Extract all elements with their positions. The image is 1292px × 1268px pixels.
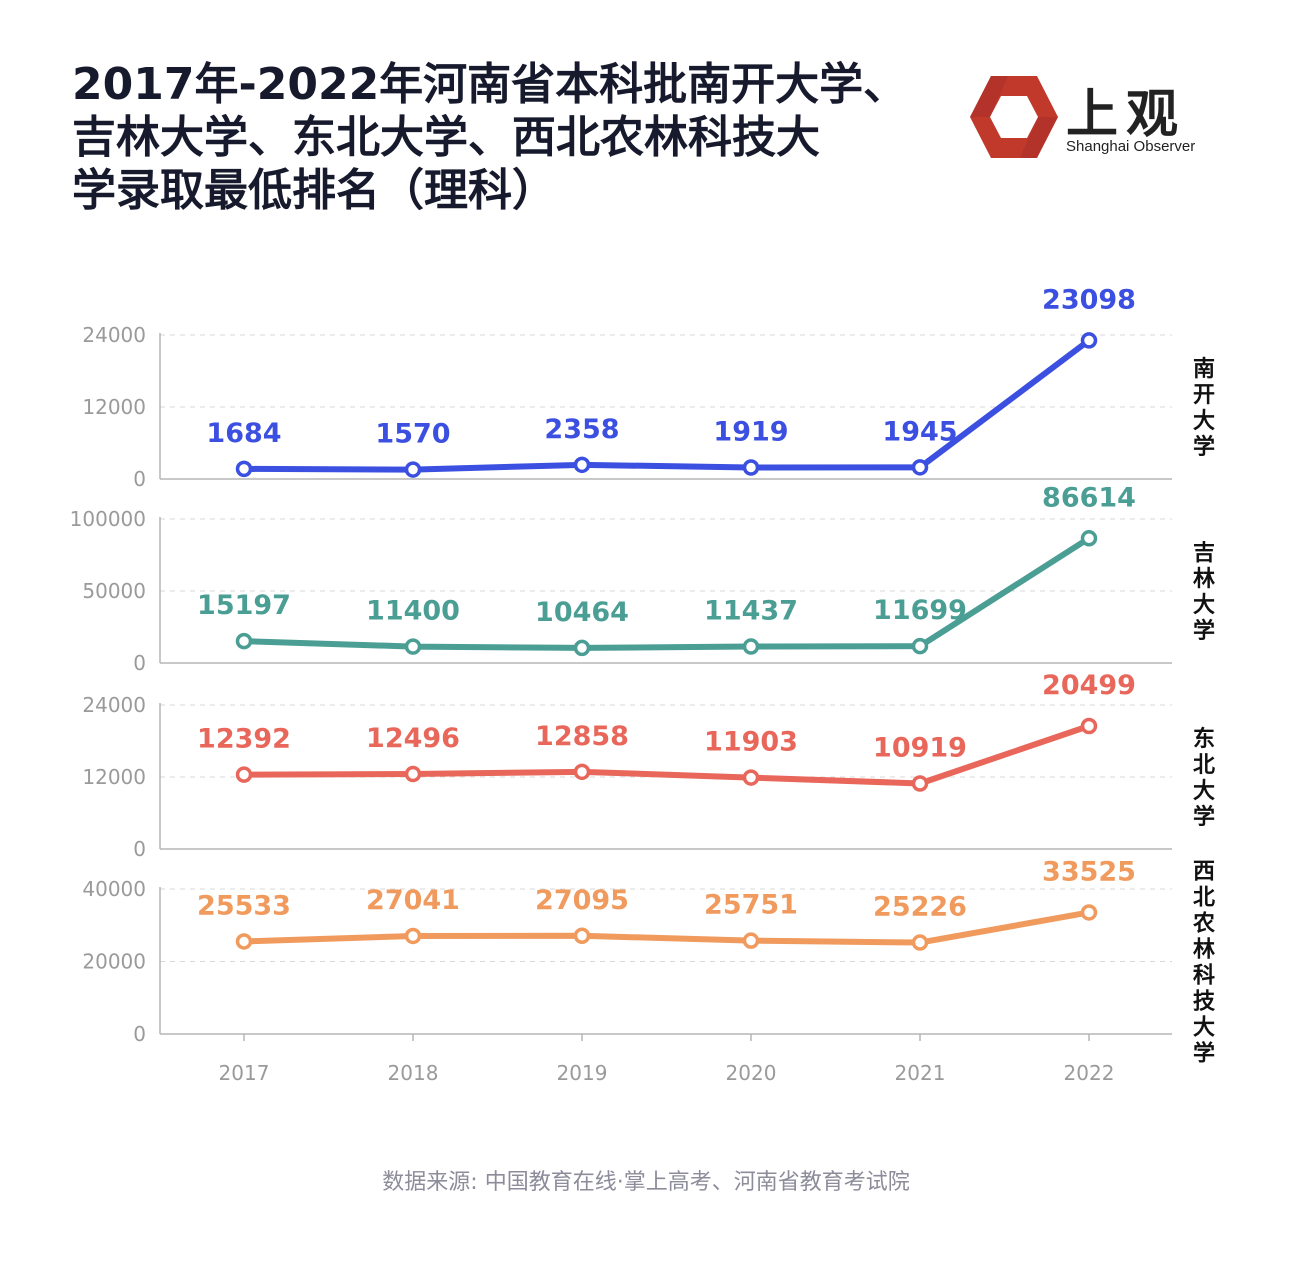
data-label: 15197 [197, 590, 291, 621]
y-tick-label: 50000 [82, 579, 146, 603]
data-point [404, 927, 422, 945]
data-point [573, 639, 591, 657]
data-point [1080, 717, 1098, 735]
data-point [1080, 904, 1098, 921]
x-tick-label: 2021 [895, 1061, 946, 1085]
data-point [742, 769, 760, 786]
data-point [404, 765, 422, 783]
y-tick-label: 40000 [82, 877, 146, 901]
logo-text-cn: 上观 [1066, 84, 1187, 145]
logo-text-en: Shanghai Observer [1066, 138, 1196, 155]
title-line: 吉林大学、东北大学、西北农林科技大 [72, 112, 820, 163]
x-tick-label: 2020 [726, 1061, 777, 1085]
chart-title: 2017年-2022年河南省本科批南开大学、 吉林大学、东北大学、西北农林科技大… [72, 58, 908, 217]
data-label: 23098 [1042, 284, 1136, 315]
data-label: 11400 [366, 596, 460, 627]
data-label: 25226 [873, 892, 967, 923]
panel-label: 西北农林科技大学 [1192, 860, 1216, 1067]
y-tick-label: 12000 [82, 395, 146, 419]
series-line [241, 723, 1092, 787]
data-point [573, 456, 591, 474]
x-tick-label: 2019 [557, 1061, 608, 1085]
series-line [241, 909, 1092, 946]
data-point [1080, 530, 1098, 547]
panel-label: 吉林大学 [1193, 540, 1215, 644]
data-label: 11903 [704, 727, 798, 758]
data-label: 10464 [535, 597, 629, 628]
data-point [235, 933, 253, 950]
data-label: 12496 [366, 723, 460, 754]
y-tick-label: 12000 [82, 765, 146, 789]
data-point [911, 934, 929, 951]
series-line [241, 337, 1092, 473]
x-tick-label: 2022 [1064, 1061, 1115, 1085]
data-label: 86614 [1042, 482, 1136, 513]
data-point [235, 632, 253, 650]
y-tick-label: 0 [133, 467, 146, 491]
data-label: 1945 [882, 416, 957, 447]
data-label: 2358 [544, 414, 619, 445]
y-tick-label: 24000 [82, 693, 146, 717]
data-label: 12392 [197, 724, 291, 755]
title-line: 学录取最低排名（理科） [72, 165, 556, 216]
data-point [742, 459, 760, 476]
x-tick-label: 2018 [388, 1061, 439, 1085]
y-tick-label: 0 [133, 837, 146, 861]
logo-hexagon-icon [970, 76, 1058, 158]
data-point [742, 932, 760, 949]
data-point [573, 927, 591, 945]
data-point [911, 637, 929, 655]
y-tick-label: 0 [133, 1022, 146, 1046]
data-point [404, 461, 422, 478]
data-label: 27095 [535, 885, 629, 916]
data-point [404, 638, 422, 655]
y-tick-label: 24000 [82, 323, 146, 347]
data-point [742, 638, 760, 655]
data-point [1080, 332, 1098, 349]
data-label: 25751 [704, 890, 798, 921]
shanghai-observer-logo: 上观 Shanghai Observer [968, 72, 1218, 162]
data-point [911, 775, 929, 792]
title-line: 2017年-2022年河南省本科批南开大学、 [72, 59, 908, 110]
data-label: 1919 [713, 416, 788, 447]
data-label: 12858 [535, 721, 629, 752]
data-source-note: 数据来源: 中国教育在线·掌上高考、河南省教育考试院 [382, 1170, 910, 1195]
data-point [911, 459, 929, 476]
series-line [241, 535, 1092, 651]
data-point [235, 766, 253, 783]
x-tick-label: 2017 [219, 1061, 270, 1085]
data-point [573, 763, 591, 781]
data-label: 33525 [1042, 856, 1136, 887]
panel-label: 东北大学 [1193, 726, 1215, 830]
data-label: 11437 [704, 596, 798, 627]
data-label: 11699 [873, 595, 967, 626]
data-label: 27041 [366, 885, 460, 916]
data-label: 1684 [206, 418, 281, 449]
data-point [235, 460, 253, 478]
data-label: 10919 [873, 732, 967, 763]
y-tick-label: 0 [133, 651, 146, 675]
data-label: 20499 [1042, 670, 1136, 701]
data-label: 1570 [375, 419, 450, 450]
data-label: 25533 [197, 890, 291, 921]
y-tick-label: 100000 [70, 507, 146, 531]
panel-label: 南开大学 [1193, 357, 1215, 460]
y-tick-label: 20000 [82, 950, 146, 974]
